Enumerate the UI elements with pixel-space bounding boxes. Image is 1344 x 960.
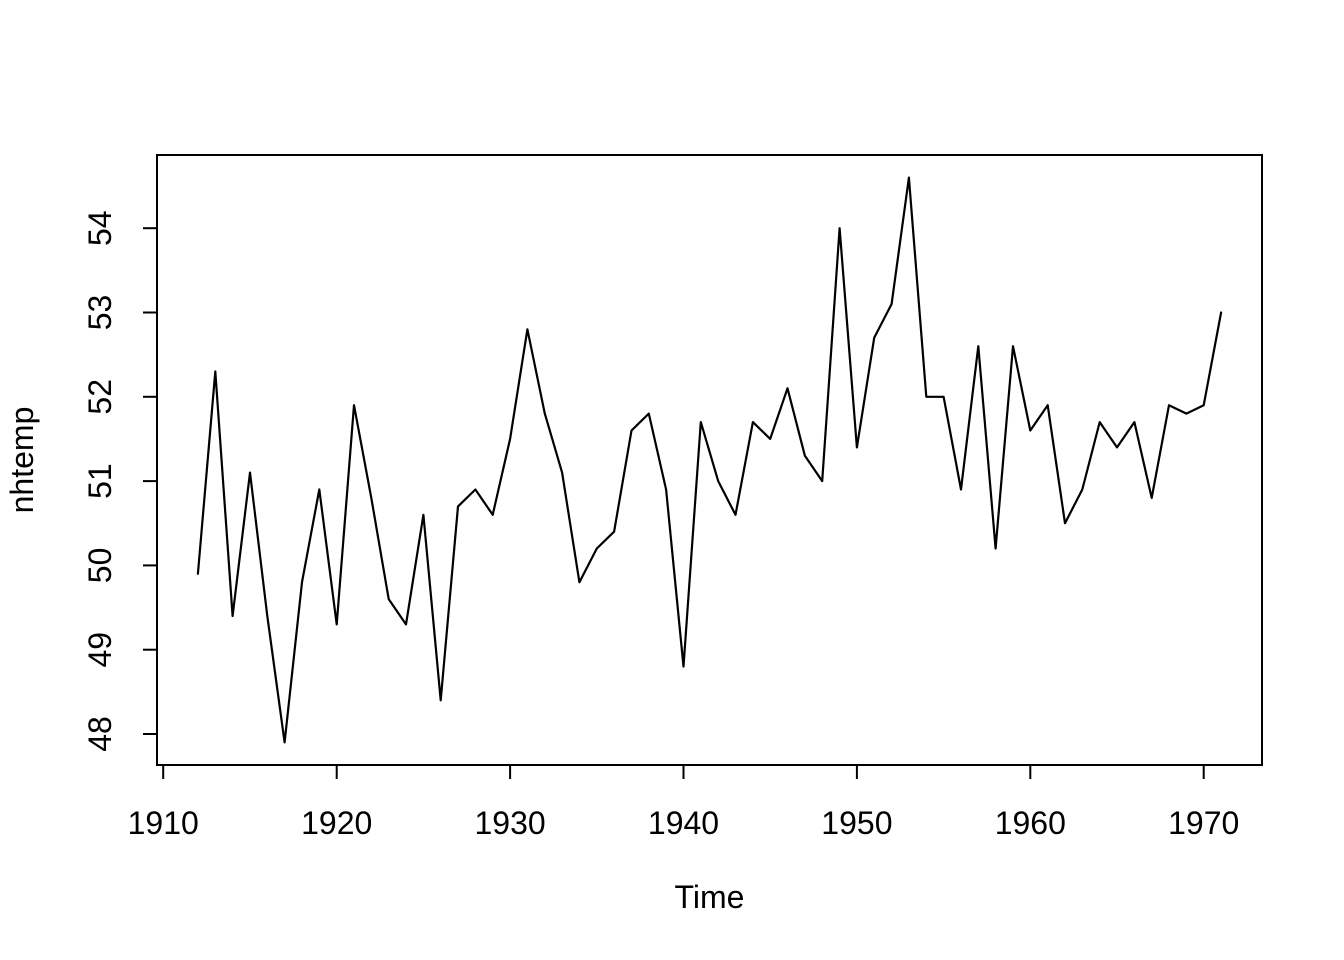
x-axis-tick-label: 1930 (475, 805, 546, 841)
x-axis-tick-label: 1910 (128, 805, 199, 841)
x-axis-tick-label: 1970 (1168, 805, 1239, 841)
series-line-nhtemp (196, 176, 1223, 744)
x-axis: 1910 1920 1930 1940 1950 1960 1970 (128, 765, 1239, 841)
x-axis-tick-label: 1960 (995, 805, 1066, 841)
y-axis-title: nhtemp (4, 407, 40, 514)
x-axis-title: Time (675, 879, 745, 915)
y-axis-tick-label: 48 (82, 716, 118, 752)
y-axis-tick-label: 53 (82, 295, 118, 331)
x-axis-tick-label: 1940 (648, 805, 719, 841)
y-axis-tick-label: 54 (82, 210, 118, 246)
plot-border (156, 154, 1263, 766)
y-axis-tick-label: 50 (82, 548, 118, 584)
y-axis-tick-label: 52 (82, 379, 118, 415)
y-axis-tick-label: 51 (82, 463, 118, 499)
x-axis-tick-label: 1920 (301, 805, 372, 841)
y-axis: 48 49 50 51 52 53 54 (82, 210, 157, 752)
series-group (196, 176, 1223, 744)
x-axis-tick-label: 1950 (821, 805, 892, 841)
y-axis-tick-label: 49 (82, 632, 118, 668)
